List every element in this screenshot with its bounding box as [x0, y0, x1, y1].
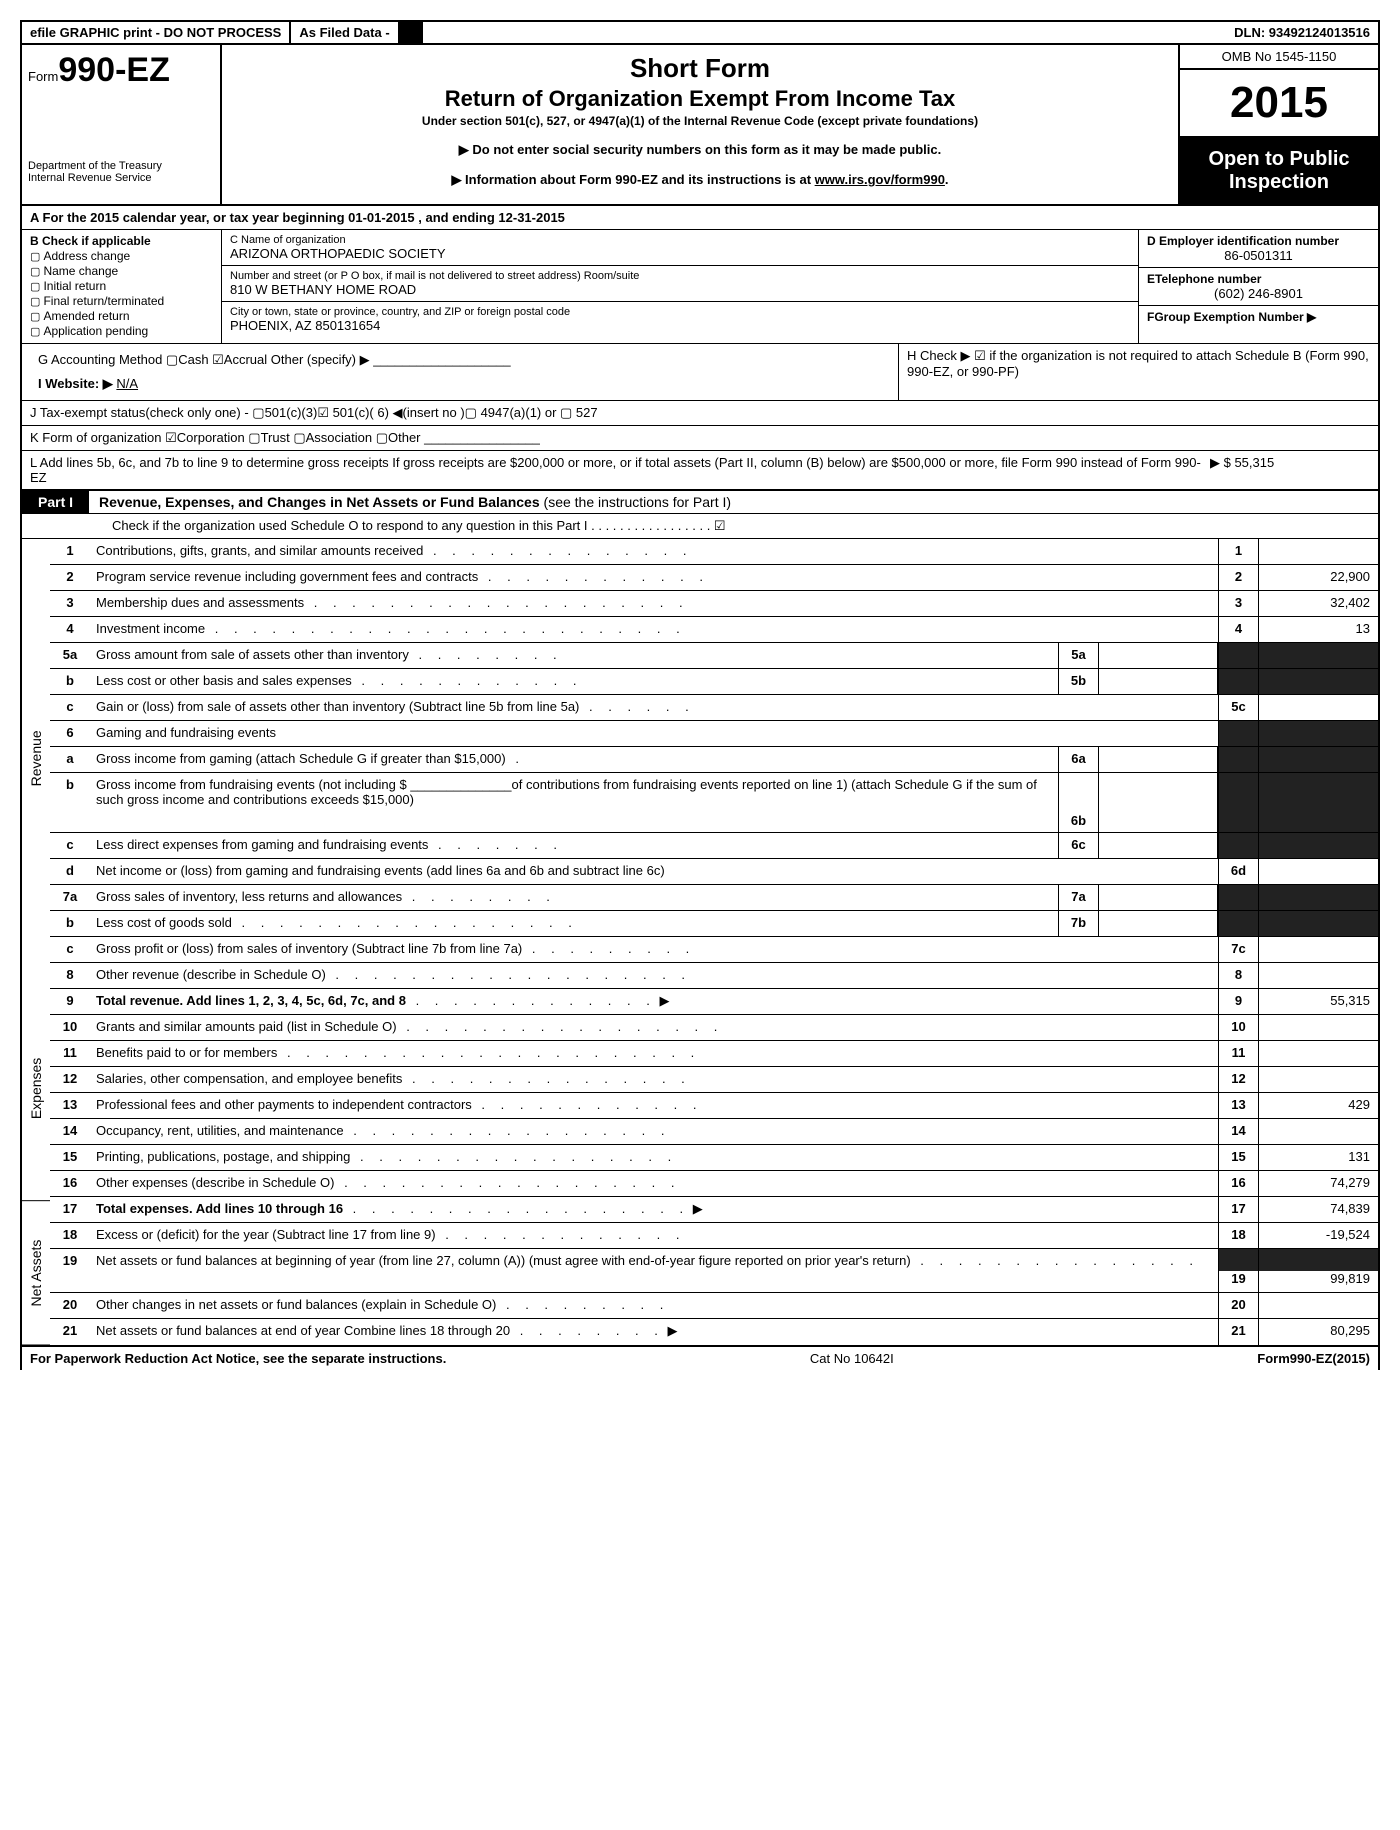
cat-number: Cat No 10642I [810, 1351, 894, 1366]
phone-label: ETelephone number [1147, 272, 1261, 286]
side-label-net-assets: Net Assets [22, 1202, 50, 1345]
top-bar: efile GRAPHIC print - DO NOT PROCESS As … [20, 20, 1380, 45]
row-2: 2Program service revenue including gover… [50, 565, 1378, 591]
row-4: 4Investment income . . . . . . . . . . .… [50, 617, 1378, 643]
chk-address-change[interactable]: Address change [30, 249, 213, 263]
ein-label: D Employer identification number [1147, 234, 1339, 248]
chk-application-pending[interactable]: Application pending [30, 324, 213, 338]
row-5a: 5aGross amount from sale of assets other… [50, 643, 1378, 669]
efile-notice: efile GRAPHIC print - DO NOT PROCESS [22, 22, 291, 43]
org-name: ARIZONA ORTHOPAEDIC SOCIETY [230, 246, 1130, 261]
org-name-label: C Name of organization [230, 234, 1130, 246]
ein-value: 86-0501311 [1147, 248, 1370, 263]
box-b-checkboxes: B Check if applicable Address change Nam… [22, 230, 222, 343]
part-1-title: Revenue, Expenses, and Changes in Net As… [99, 494, 540, 510]
line-l-gross-receipts: L Add lines 5b, 6c, and 7b to line 9 to … [20, 451, 1380, 489]
row-7b: bLess cost of goods sold . . . . . . . .… [50, 911, 1378, 937]
row-13: 13Professional fees and other payments t… [50, 1093, 1378, 1119]
chk-initial-return[interactable]: Initial return [30, 279, 213, 293]
row-3: 3Membership dues and assessments . . . .… [50, 591, 1378, 617]
form-ref: Form990-EZ(2015) [1257, 1351, 1370, 1366]
financial-table: Revenue Expenses Net Assets 1Contributio… [20, 539, 1380, 1347]
side-label-revenue: Revenue [22, 539, 50, 977]
row-17: 17Total expenses. Add lines 10 through 1… [50, 1197, 1378, 1223]
form-number: Form990-EZ [28, 51, 214, 90]
row-6c: cLess direct expenses from gaming and fu… [50, 833, 1378, 859]
form-header: Form990-EZ Department of the Treasury In… [20, 45, 1380, 206]
row-5b: bLess cost or other basis and sales expe… [50, 669, 1378, 695]
as-filed-bar [400, 22, 424, 43]
row-1: 1Contributions, gifts, grants, and simil… [50, 539, 1378, 565]
part-1-checkline: Check if the organization used Schedule … [22, 514, 1378, 539]
row-6a: aGross income from gaming (attach Schedu… [50, 747, 1378, 773]
row-11: 11Benefits paid to or for members . . . … [50, 1041, 1378, 1067]
phone-value: (602) 246-8901 [1147, 286, 1370, 301]
page-footer: For Paperwork Reduction Act Notice, see … [20, 1347, 1380, 1370]
open-to-public: Open to Public Inspection [1180, 138, 1378, 204]
info-link-line: ▶ Information about Form 990-EZ and its … [232, 172, 1168, 188]
city-label: City or town, state or province, country… [230, 306, 1130, 318]
street-value: 810 W BETHANY HOME ROAD [230, 282, 1130, 297]
ssn-warning: ▶ Do not enter social security numbers o… [232, 142, 1168, 158]
row-15: 15Printing, publications, postage, and s… [50, 1145, 1378, 1171]
row-7a: 7aGross sales of inventory, less returns… [50, 885, 1378, 911]
side-label-expenses: Expenses [22, 977, 50, 1201]
row-9: 9Total revenue. Add lines 1, 2, 3, 4, 5c… [50, 989, 1378, 1015]
chk-final-return[interactable]: Final return/terminated [30, 294, 213, 308]
box-c-org-info: C Name of organization ARIZONA ORTHOPAED… [222, 230, 1138, 343]
row-6d: dNet income or (loss) from gaming and fu… [50, 859, 1378, 885]
row-6b: bGross income from fundraising events (n… [50, 773, 1378, 833]
as-filed-label: As Filed Data - [291, 22, 399, 43]
part-1-header: Part I Revenue, Expenses, and Changes in… [22, 489, 1378, 514]
row-10: 10Grants and similar amounts paid (list … [50, 1015, 1378, 1041]
row-18: 18Excess or (deficit) for the year (Subt… [50, 1223, 1378, 1249]
under-section: Under section 501(c), 527, or 4947(a)(1)… [232, 114, 1168, 128]
chk-name-change[interactable]: Name change [30, 264, 213, 278]
department-label: Department of the Treasury Internal Reve… [28, 160, 214, 184]
street-label: Number and street (or P O box, if mail i… [230, 270, 1130, 282]
group-exemption-label: FGroup Exemption Number ▶ [1147, 310, 1316, 324]
short-form-title: Short Form [232, 53, 1168, 84]
box-bcdef: B Check if applicable Address change Nam… [22, 230, 1378, 343]
row-6: 6Gaming and fundraising events [50, 721, 1378, 747]
city-value: PHOENIX, AZ 850131654 [230, 318, 1130, 333]
row-20: 20Other changes in net assets or fund ba… [50, 1293, 1378, 1319]
row-19: 19Net assets or fund balances at beginni… [50, 1249, 1378, 1293]
line-l-amount: ▶ $ 55,315 [1210, 455, 1370, 485]
chk-amended-return[interactable]: Amended return [30, 309, 213, 323]
line-a-tax-year: A For the 2015 calendar year, or tax yea… [22, 206, 1378, 230]
part-1-tag: Part I [22, 491, 89, 513]
main-title: Return of Organization Exempt From Incom… [232, 86, 1168, 112]
line-h-schedule-b: H Check ▶ ☑ if the organization is not r… [898, 344, 1378, 400]
row-8: 8Other revenue (describe in Schedule O) … [50, 963, 1378, 989]
row-21: 21Net assets or fund balances at end of … [50, 1319, 1378, 1345]
box-def: D Employer identification number 86-0501… [1138, 230, 1378, 343]
dln-number: DLN: 93492124013516 [1226, 22, 1378, 43]
row-14: 14Occupancy, rent, utilities, and mainte… [50, 1119, 1378, 1145]
line-k-form-org: K Form of organization ☑Corporation ▢Tru… [20, 426, 1380, 451]
omb-number: OMB No 1545-1150 [1180, 45, 1378, 70]
irs-link[interactable]: www.irs.gov/form990 [815, 172, 945, 187]
paperwork-notice: For Paperwork Reduction Act Notice, see … [30, 1351, 446, 1366]
tax-year: 2015 [1180, 70, 1378, 138]
row-16: 16Other expenses (describe in Schedule O… [50, 1171, 1378, 1197]
row-12: 12Salaries, other compensation, and empl… [50, 1067, 1378, 1093]
line-g-accounting: G Accounting Method ▢Cash ☑Accrual Other… [30, 348, 890, 372]
row-5c: cGain or (loss) from sale of assets othe… [50, 695, 1378, 721]
row-gh: G Accounting Method ▢Cash ☑Accrual Other… [20, 344, 1380, 401]
row-7c: cGross profit or (loss) from sales of in… [50, 937, 1378, 963]
line-i-website: I Website: ▶ N/A [30, 372, 890, 396]
line-j-tax-exempt: J Tax-exempt status(check only one) - ▢5… [20, 401, 1380, 426]
